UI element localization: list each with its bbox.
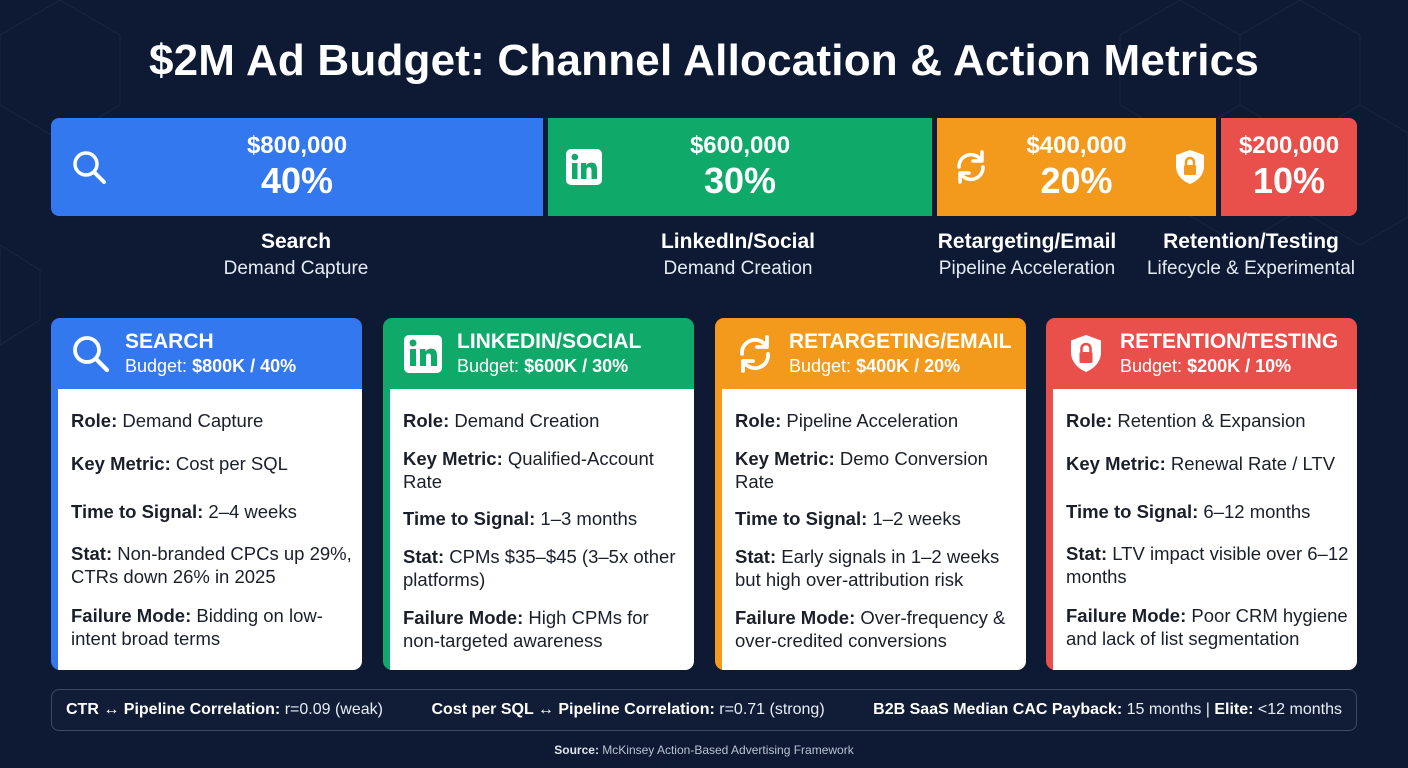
card-failure-mode: Failure Mode: High CPMs for non-targeted… (403, 607, 649, 651)
channel-card-search: SEARCH Budget: $800K / 40% Role: Demand … (51, 318, 362, 670)
card-body: Role: Retention & Expansion Key Metric: … (1053, 389, 1357, 670)
segment-percent: 30% (703, 160, 777, 201)
segment-label-social: LinkedIn/Social Demand Creation (661, 228, 815, 282)
card-header: SEARCH Budget: $800K / 40% (51, 318, 362, 389)
segment-amount: $200,000 (1238, 132, 1340, 159)
segment-label-search: Search Demand Capture (224, 228, 369, 282)
segment-percent: 20% (1040, 160, 1113, 201)
segment-name: Retention/Testing (1163, 230, 1339, 253)
segment-role: Demand Capture (223, 258, 369, 279)
card-title: LINKEDIN/SOCIAL (457, 330, 642, 353)
card-key-metric: Key Metric: Qualified-Account Rate (403, 448, 654, 492)
segment-search: $800,000 40% (51, 118, 543, 216)
card-title: SEARCH (125, 330, 214, 353)
cost-per-sql-correlation: Cost per SQL ↔ Pipeline Correlation: r=0… (431, 701, 825, 718)
card-stat: Stat: LTV impact visible over 6–12 month… (1066, 543, 1349, 587)
card-budget: Budget: $400K / 20% (789, 356, 961, 376)
card-header: RETARGETING/EMAIL Budget: $400K / 20% (715, 318, 1026, 389)
page-title: $2M Ad Budget: Channel Allocation & Acti… (148, 36, 1260, 85)
card-stat: Stat: Early signals in 1–2 weeks but hig… (735, 546, 1000, 590)
card-body: Role: Demand Capture Key Metric: Cost pe… (58, 389, 362, 670)
search-icon (73, 335, 110, 372)
card-budget: Budget: $800K / 40% (125, 356, 297, 376)
segment-name: Retargeting/Email (937, 230, 1117, 253)
search-icon (73, 151, 106, 184)
card-role: Role: Retention & Expansion (1066, 410, 1306, 431)
refresh-icon (740, 334, 770, 373)
segment-role: Lifecycle & Experimental (1146, 258, 1356, 279)
card-body: Role: Demand Creation Key Metric: Qualif… (390, 389, 694, 670)
card-header: LINKEDIN/SOCIAL Budget: $600K / 30% (383, 318, 694, 389)
card-stat: Stat: CPMs $35–$45 (3–5x other platforms… (403, 546, 676, 590)
segment-amount: $400,000 (1026, 132, 1127, 159)
segment-retargeting: $400,000 20% (937, 118, 1216, 216)
card-title: RETENTION/TESTING (1120, 330, 1339, 353)
card-key-metric: Key Metric: Renewal Rate / LTV (1066, 453, 1336, 474)
segment-role: Pipeline Acceleration (938, 258, 1116, 279)
card-time-to-signal: Time to Signal: 2–4 weeks (71, 501, 297, 522)
card-title: RETARGETING/EMAIL (789, 330, 1012, 353)
segment-labels: Search Demand Capture LinkedIn/Social De… (0, 228, 1408, 288)
shield-lock-icon (1176, 150, 1204, 184)
segment-amount: $800,000 (246, 132, 348, 159)
card-time-to-signal: Time to Signal: 1–2 weeks (735, 508, 961, 529)
channel-card-retention: RETENTION/TESTING Budget: $200K / 10% Ro… (1046, 318, 1357, 670)
segment-label-retargeting: Retargeting/Email Pipeline Acceleration (938, 228, 1117, 282)
card-role: Role: Demand Creation (403, 410, 600, 431)
refresh-icon (957, 150, 985, 184)
cac-payback: B2B SaaS Median CAC Payback: 15 months |… (873, 701, 1342, 718)
card-body: Role: Pipeline Acceleration Key Metric: … (722, 389, 1026, 670)
card-role: Role: Pipeline Acceleration (735, 410, 959, 431)
card-key-metric: Key Metric: Cost per SQL (71, 453, 288, 474)
channel-card-retargeting: RETARGETING/EMAIL Budget: $400K / 20% Ro… (715, 318, 1026, 670)
segment-social: $600,000 30% (548, 118, 932, 216)
correlation-metrics-bar: CTR ↔ Pipeline Correlation: r=0.09 (weak… (51, 689, 1357, 731)
card-header: RETENTION/TESTING Budget: $200K / 10% (1046, 318, 1357, 389)
linkedin-icon (404, 334, 442, 373)
ctr-correlation: CTR ↔ Pipeline Correlation: r=0.09 (weak… (66, 701, 383, 718)
segment-role: Demand Creation (663, 258, 813, 279)
card-time-to-signal: Time to Signal: 1–3 months (403, 508, 638, 529)
segment-label-retention: Retention/Testing Lifecycle & Experiment… (1147, 228, 1355, 282)
segment-name: Search (260, 230, 332, 253)
channel-card-social: LINKEDIN/SOCIAL Budget: $600K / 30% Role… (383, 318, 694, 670)
card-failure-mode: Failure Mode: Over-frequency & over-cred… (735, 607, 1006, 651)
card-budget: Budget: $200K / 10% (1120, 356, 1292, 376)
allocation-bar: $800,000 40% $600,000 30% $400,000 20% $… (51, 118, 1357, 216)
card-failure-mode: Failure Mode: Poor CRM hygiene and lack … (1066, 605, 1348, 649)
card-time-to-signal: Time to Signal: 6–12 months (1066, 501, 1311, 522)
card-budget: Budget: $600K / 30% (457, 356, 629, 376)
segment-amount: $600,000 (689, 132, 791, 159)
linkedin-icon (566, 149, 602, 185)
segment-retention: $200,000 10% (1221, 118, 1357, 216)
segment-name: LinkedIn/Social (660, 230, 816, 253)
source-note: Source: McKinsey Action-Based Advertisin… (554, 743, 854, 757)
card-key-metric: Key Metric: Demo Conversion Rate (735, 448, 988, 492)
card-stat: Stat: Non-branded CPCs up 29%, CTRs down… (71, 543, 352, 587)
card-failure-mode: Failure Mode: Bidding on low-intent broa… (71, 605, 323, 649)
shield-lock-icon (1071, 334, 1101, 372)
segment-percent: 10% (1252, 160, 1326, 201)
card-role: Role: Demand Capture (71, 410, 264, 431)
segment-percent: 40% (260, 160, 334, 201)
